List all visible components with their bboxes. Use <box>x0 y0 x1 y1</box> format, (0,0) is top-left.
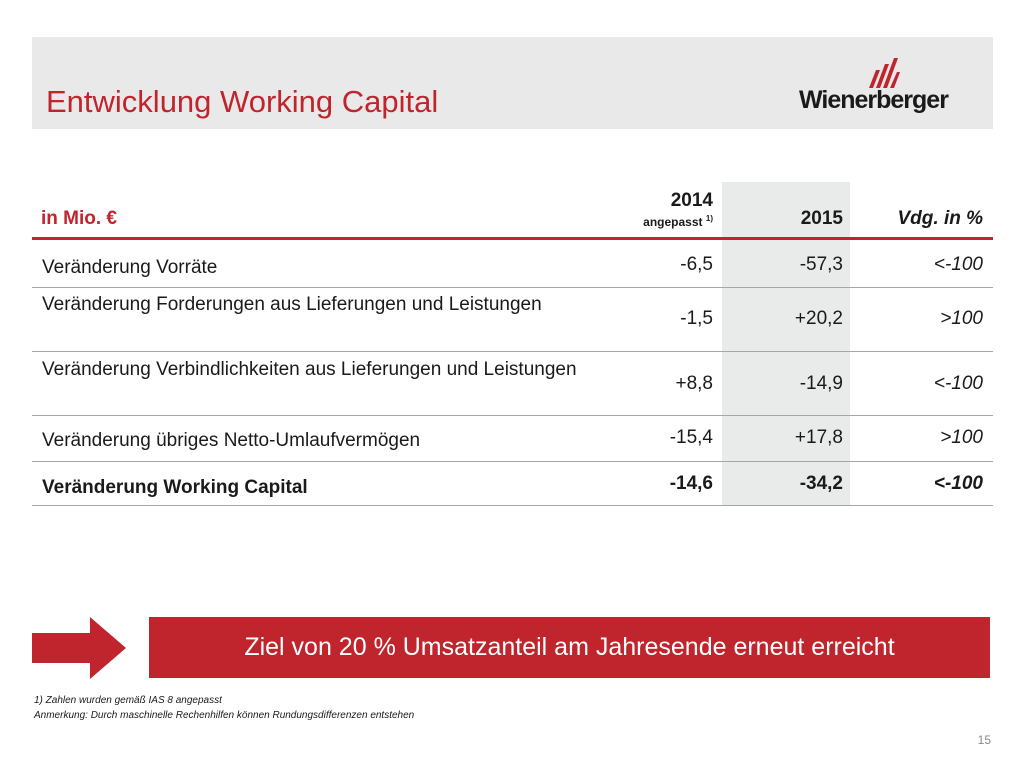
total-cell-2015: -34,2 <box>799 473 843 494</box>
column-header-2014-note: angepasst 1) <box>560 214 713 229</box>
row-divider <box>32 287 993 288</box>
wienerberger-roof-icon <box>869 58 900 88</box>
cell-2014: -6,5 <box>680 254 713 275</box>
row-label: Veränderung Forderungen aus Lieferungen … <box>42 294 542 315</box>
cell-2015: +20,2 <box>794 308 843 329</box>
row-label: Veränderung Verbindlichkeiten aus Liefer… <box>42 359 577 380</box>
cell-2015: -14,9 <box>799 373 843 394</box>
remark: Anmerkung: Durch maschinelle Rechenhilfe… <box>34 710 415 721</box>
total-cell-change: <-100 <box>933 473 983 494</box>
total-row-label: Veränderung Working Capital <box>42 477 308 498</box>
page-number: 15 <box>977 733 991 747</box>
cell-change: <-100 <box>933 254 983 275</box>
table-unit-label: in Mio. € <box>41 208 117 229</box>
highlight-banner: Ziel von 20 % Umsatzanteil am Jahresende… <box>149 617 990 678</box>
cell-2015: +17,8 <box>794 427 843 448</box>
logo: Wienerberger <box>797 58 983 124</box>
table-bottom-rule <box>32 505 993 506</box>
page-title: Entwicklung Working Capital <box>46 84 439 119</box>
cell-change: >100 <box>940 308 983 329</box>
row-divider <box>32 415 993 416</box>
header-rule <box>32 237 993 240</box>
column-header-change: Vdg. in % <box>897 208 984 229</box>
footnote: 1) Zahlen wurden gemäß IAS 8 angepasst <box>34 695 222 706</box>
header-band <box>32 37 993 129</box>
cell-change: >100 <box>940 427 983 448</box>
column-note-text: angepasst <box>643 215 703 229</box>
column-header-2014: 2014 <box>670 190 713 211</box>
footnote-ref: 1) <box>705 214 713 223</box>
cell-2014: +8,8 <box>675 373 713 394</box>
row-label: Veränderung übriges Netto-Umlaufvermögen <box>42 430 421 451</box>
cell-2014: -15,4 <box>669 427 713 448</box>
cell-change: <-100 <box>933 373 983 394</box>
arrow-right-icon <box>32 617 126 679</box>
row-label: Veränderung Vorräte <box>42 257 218 278</box>
cell-2015: -57,3 <box>799 254 843 275</box>
row-divider <box>32 351 993 352</box>
column-header-2015: 2015 <box>800 208 843 229</box>
total-cell-2014: -14,6 <box>669 473 713 494</box>
column-2015-highlight <box>722 182 850 505</box>
cell-2014: -1,5 <box>680 308 713 329</box>
logo-text: Wienerberger <box>799 86 949 114</box>
row-divider <box>32 461 993 462</box>
